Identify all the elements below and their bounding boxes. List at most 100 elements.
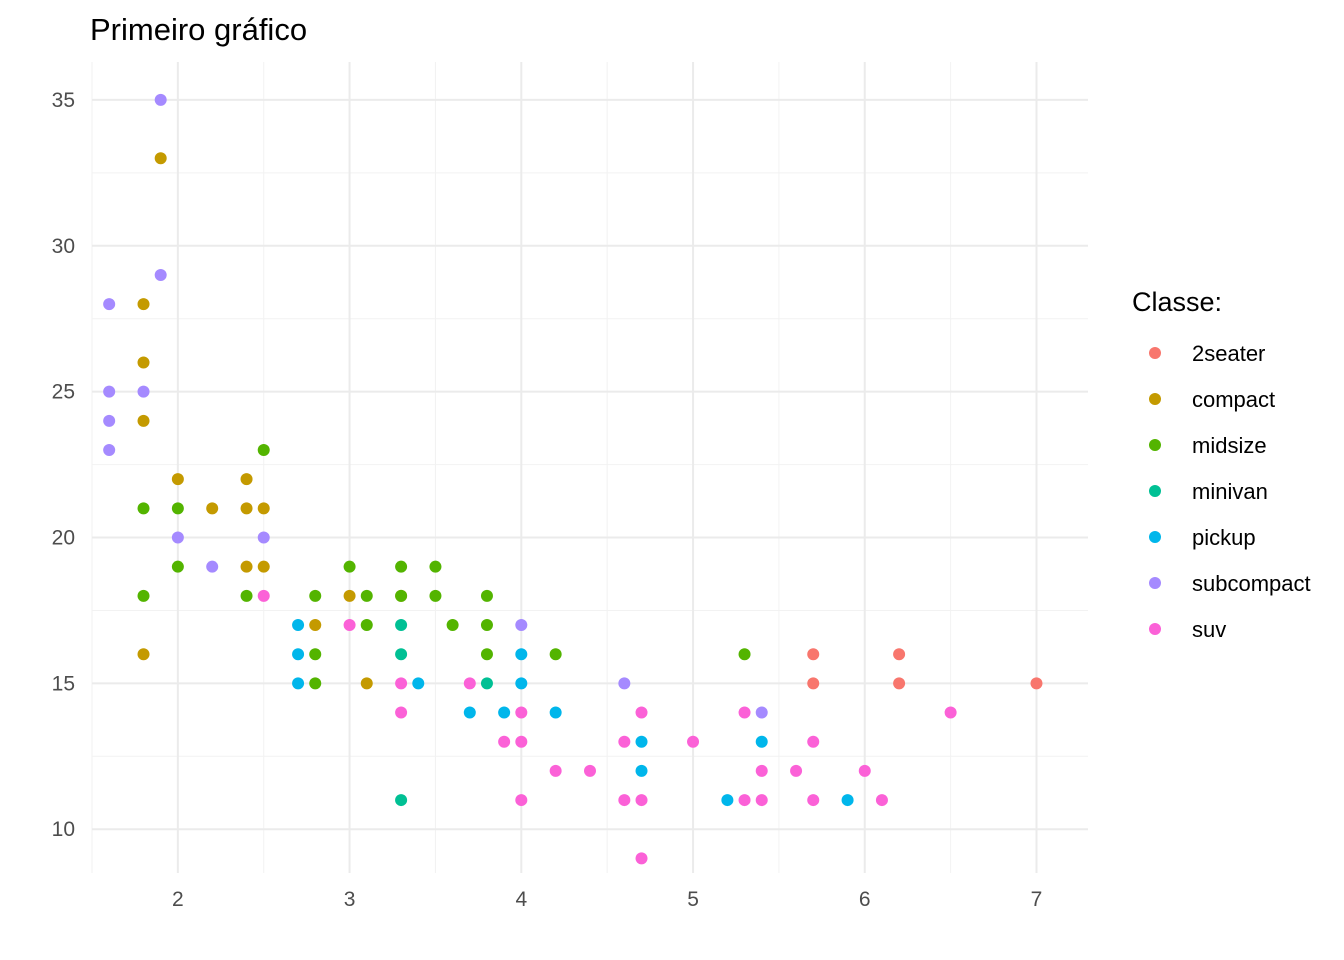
legend-title: Classe: — [1132, 287, 1222, 317]
legend-key-subcompact — [1149, 577, 1161, 589]
point-midsize — [171, 560, 184, 573]
point-compact — [137, 298, 150, 311]
point-suv — [944, 706, 957, 719]
grid — [91, 62, 1088, 873]
point-pickup — [498, 706, 511, 719]
point-compact — [309, 619, 322, 632]
point-2seater — [807, 677, 820, 690]
point-suv — [618, 735, 631, 748]
point-midsize — [480, 619, 493, 632]
point-pickup — [721, 794, 734, 807]
point-subcompact — [154, 93, 167, 106]
point-compact — [240, 560, 253, 573]
point-pickup — [515, 648, 528, 661]
point-compact — [343, 589, 356, 602]
point-subcompact — [154, 268, 167, 281]
point-subcompact — [171, 531, 184, 544]
point-compact — [240, 502, 253, 515]
point-midsize — [549, 648, 562, 661]
y-tick-label: 30 — [52, 235, 75, 258]
point-suv — [549, 764, 562, 777]
point-suv — [755, 794, 768, 807]
point-suv — [755, 764, 768, 777]
point-minivan — [395, 648, 408, 661]
point-suv — [515, 706, 528, 719]
point-suv — [875, 794, 888, 807]
x-tick-label: 6 — [859, 888, 871, 911]
point-pickup — [635, 764, 648, 777]
y-tick-label: 10 — [52, 818, 75, 841]
legend-label-suv: suv — [1192, 617, 1226, 642]
point-suv — [498, 735, 511, 748]
point-midsize — [429, 589, 442, 602]
point-subcompact — [103, 443, 116, 456]
legend-key-midsize — [1149, 439, 1161, 451]
point-2seater — [807, 648, 820, 661]
point-suv — [738, 706, 751, 719]
point-suv — [807, 735, 820, 748]
point-suv — [807, 794, 820, 807]
data-points — [103, 93, 1043, 865]
legend-key-compact — [1149, 393, 1161, 405]
y-tick-label: 20 — [52, 527, 75, 550]
point-subcompact — [206, 560, 219, 573]
point-subcompact — [103, 298, 116, 311]
point-midsize — [309, 589, 322, 602]
point-subcompact — [103, 385, 116, 398]
point-compact — [154, 152, 167, 165]
point-suv — [584, 764, 596, 777]
point-subcompact — [618, 677, 631, 690]
point-compact — [171, 473, 184, 486]
point-midsize — [309, 648, 322, 661]
y-tick-label: 25 — [52, 381, 75, 404]
point-midsize — [343, 560, 356, 573]
point-midsize — [395, 589, 408, 602]
point-pickup — [635, 735, 648, 748]
legend: Classe: 2seater compact midsize minivan pick… — [1132, 287, 1311, 642]
legend-label-pickup: pickup — [1192, 525, 1256, 550]
point-midsize — [137, 502, 150, 515]
point-compact — [257, 502, 270, 515]
point-pickup — [292, 677, 305, 690]
point-suv — [635, 852, 648, 865]
point-pickup — [292, 619, 305, 632]
point-compact — [240, 473, 253, 486]
point-midsize — [137, 589, 150, 602]
point-compact — [137, 414, 150, 427]
point-suv — [618, 794, 631, 807]
point-pickup — [463, 706, 476, 719]
legend-label-subcompact: subcompact — [1192, 571, 1311, 596]
legend-label-minivan: minivan — [1192, 479, 1268, 504]
axis-tick-labels: 2 3 4 5 6 7 10 15 20 25 30 35 — [52, 89, 1043, 911]
point-suv — [790, 764, 803, 777]
point-midsize — [395, 560, 408, 573]
point-compact — [360, 677, 373, 690]
point-compact — [137, 648, 150, 661]
point-midsize — [480, 589, 493, 602]
chart-title: Primeiro gráfico — [90, 12, 307, 47]
point-midsize — [446, 619, 459, 632]
legend-key-2seater — [1149, 347, 1161, 359]
x-tick-label: 5 — [687, 888, 699, 911]
point-minivan — [395, 619, 408, 632]
point-subcompact — [103, 414, 116, 427]
point-suv — [515, 794, 528, 807]
point-midsize — [360, 589, 373, 602]
point-pickup — [549, 706, 562, 719]
legend-label-compact: compact — [1192, 387, 1275, 412]
x-tick-label: 3 — [344, 888, 356, 911]
point-2seater — [1030, 677, 1043, 690]
point-pickup — [292, 648, 305, 661]
point-2seater — [893, 648, 906, 661]
point-suv — [515, 735, 528, 748]
legend-key-pickup — [1149, 531, 1161, 543]
point-suv — [343, 619, 356, 632]
point-subcompact — [755, 706, 768, 719]
point-suv — [687, 735, 700, 748]
point-midsize — [360, 619, 373, 632]
legend-label-midsize: midsize — [1192, 433, 1267, 458]
y-tick-label: 35 — [52, 89, 75, 112]
point-compact — [257, 560, 270, 573]
point-suv — [463, 677, 476, 690]
